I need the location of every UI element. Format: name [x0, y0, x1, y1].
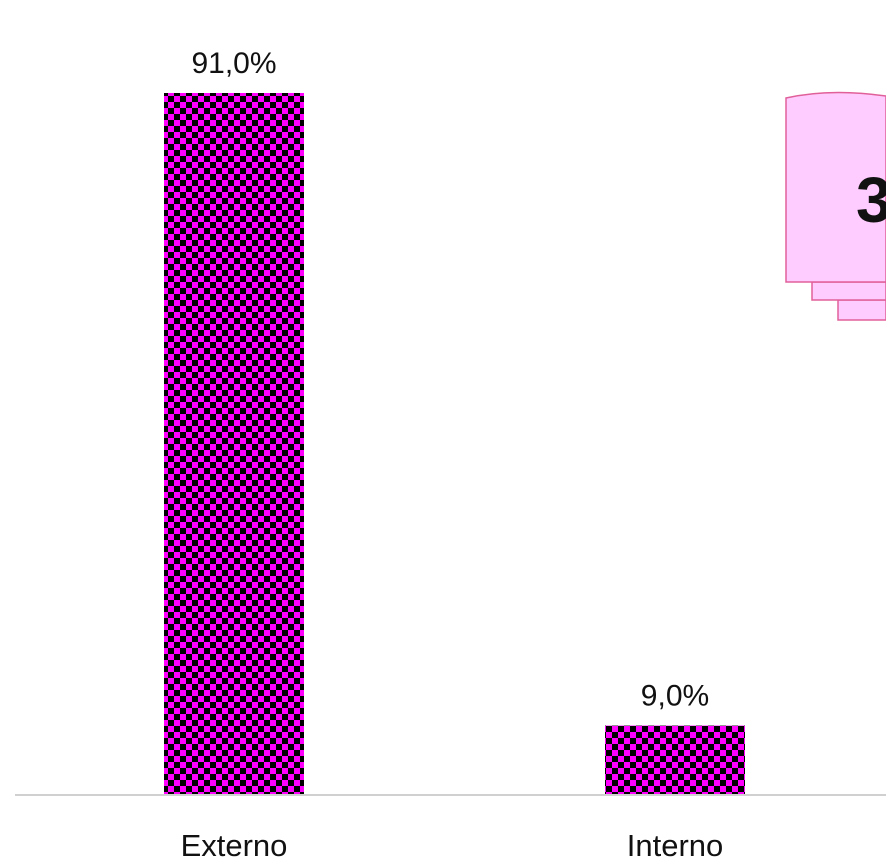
bars-group	[164, 93, 745, 795]
labels-group: 91,0% Externo 9,0% Interno	[181, 47, 724, 863]
data-label-externo: 91,0%	[191, 47, 276, 80]
badge-page-back	[837, 299, 886, 321]
x-tick-label-interno: Interno	[627, 828, 724, 863]
bar-externo	[164, 93, 304, 795]
badge-number: 3	[856, 164, 886, 236]
bar-interno	[605, 725, 745, 795]
data-label-interno: 9,0%	[641, 680, 709, 713]
badge-page-middle	[811, 281, 886, 301]
x-tick-label-externo: Externo	[181, 828, 288, 863]
page-number-badge: 3	[785, 91, 886, 321]
